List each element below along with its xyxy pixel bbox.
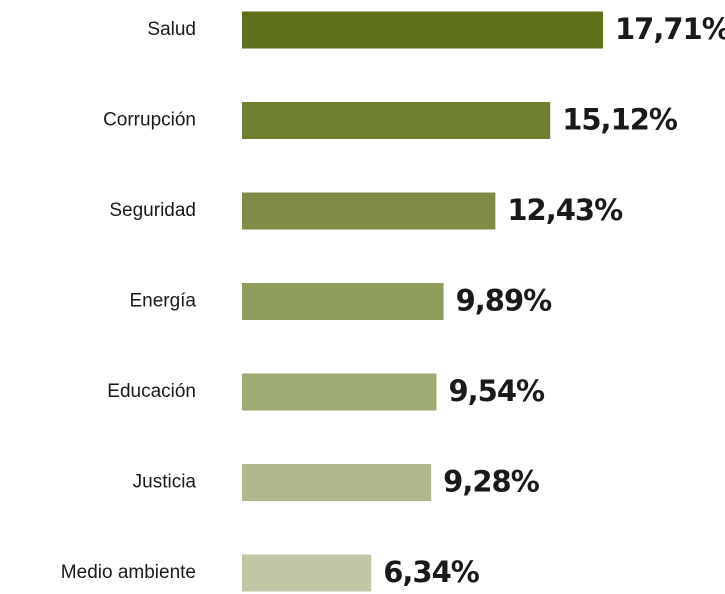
value-label: 12,43% [507, 193, 623, 227]
category-label: Seguridad [109, 200, 196, 221]
value-label: 17,71% [615, 12, 725, 46]
category-label: Educación [107, 381, 196, 402]
bar [242, 283, 444, 320]
bar [242, 554, 372, 592]
bar [242, 102, 551, 139]
category-label: Salud [147, 19, 196, 40]
value-label: 9,89% [456, 284, 553, 318]
category-label: Justicia [133, 472, 197, 493]
value-label: 9,54% [448, 374, 545, 408]
category-label: Medio ambiente [61, 562, 196, 583]
category-label: Corrupción [103, 110, 196, 131]
value-label: 6,34% [383, 555, 480, 589]
value-label: 15,12% [562, 103, 678, 137]
value-label: 9,28% [443, 465, 540, 499]
bar [242, 192, 496, 230]
bar [242, 373, 437, 411]
bar [242, 464, 432, 501]
category-label: Energía [129, 291, 196, 312]
bar [242, 11, 603, 49]
